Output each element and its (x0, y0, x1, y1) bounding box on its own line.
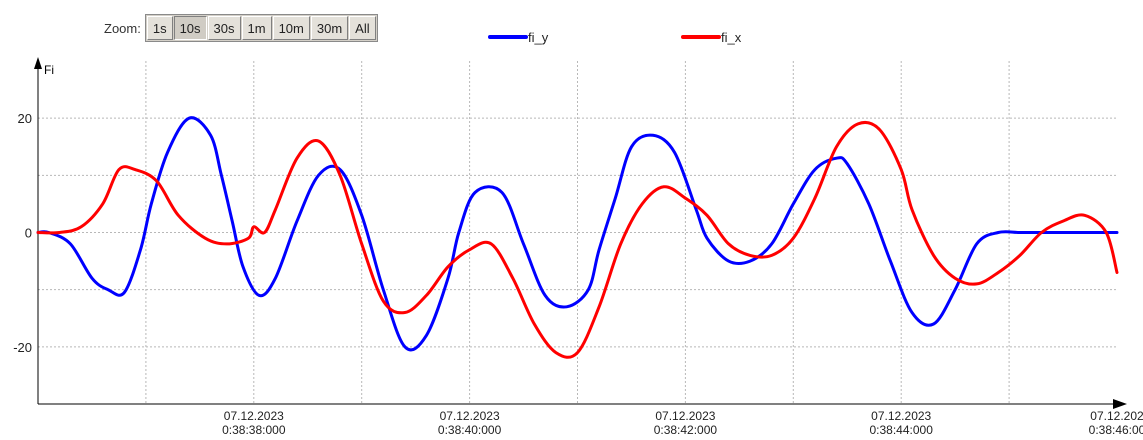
zoom-button-10m[interactable]: 10m (272, 16, 310, 40)
y-tick-label: 0 (25, 226, 32, 241)
y-tick-label: 20 (18, 111, 32, 126)
x-tick-label-date: 07.12.2023 (224, 409, 284, 423)
legend-item-fi-x[interactable]: fi_x (681, 30, 742, 45)
x-tick-label-time: 0:38:46:00 (1089, 423, 1143, 437)
y-axis-arrow-icon (34, 57, 42, 69)
series-lines (36, 116, 1119, 359)
zoom-button-30s[interactable]: 30s (207, 16, 241, 40)
zoom-button-group: 1s 10s 30s 1m 10m 30m All (144, 14, 378, 42)
zoom-button-30m[interactable]: 30m (310, 16, 349, 40)
x-tick-label-time: 0:38:40:000 (438, 423, 502, 437)
x-tick-label-time: 0:38:44:000 (869, 423, 933, 437)
zoom-button-1s[interactable]: 1s (146, 16, 173, 40)
grid-lines (38, 61, 1117, 404)
x-tick-label-date: 07.12.2023 (440, 409, 500, 423)
series-line-fi-x (36, 120, 1119, 359)
series-line-fi-y (36, 116, 1119, 352)
zoom-button-all[interactable]: All (349, 16, 376, 40)
x-tick-label-date: 07.12.202 (1090, 409, 1143, 423)
zoom-label: Zoom: (104, 20, 141, 36)
x-tick-label-time: 0:38:42:000 (654, 423, 718, 437)
zoom-button-1m[interactable]: 1m (241, 16, 272, 40)
zoom-toolbar: Zoom: 1s 10s 30s 1m 10m 30m All (104, 14, 378, 42)
y-tick-label: -20 (13, 340, 32, 355)
zoom-button-10s[interactable]: 10s (173, 16, 207, 40)
legend-label: fi_x (721, 30, 742, 45)
tick-labels: -2002007.12.20230:38:38:00007.12.20230:3… (13, 111, 1143, 437)
x-tick-label-date: 07.12.2023 (871, 409, 931, 423)
legend-label: fi_y (528, 30, 549, 45)
x-tick-label-time: 0:38:38:000 (222, 423, 286, 437)
x-tick-label-date: 07.12.2023 (655, 409, 715, 423)
legend-item-fi-y[interactable]: fi_y (488, 30, 549, 45)
legend[interactable]: fi_y fi_x (488, 30, 742, 45)
y-axis-title: Fi (44, 63, 54, 77)
x-axis-arrow-icon (1113, 399, 1127, 409)
